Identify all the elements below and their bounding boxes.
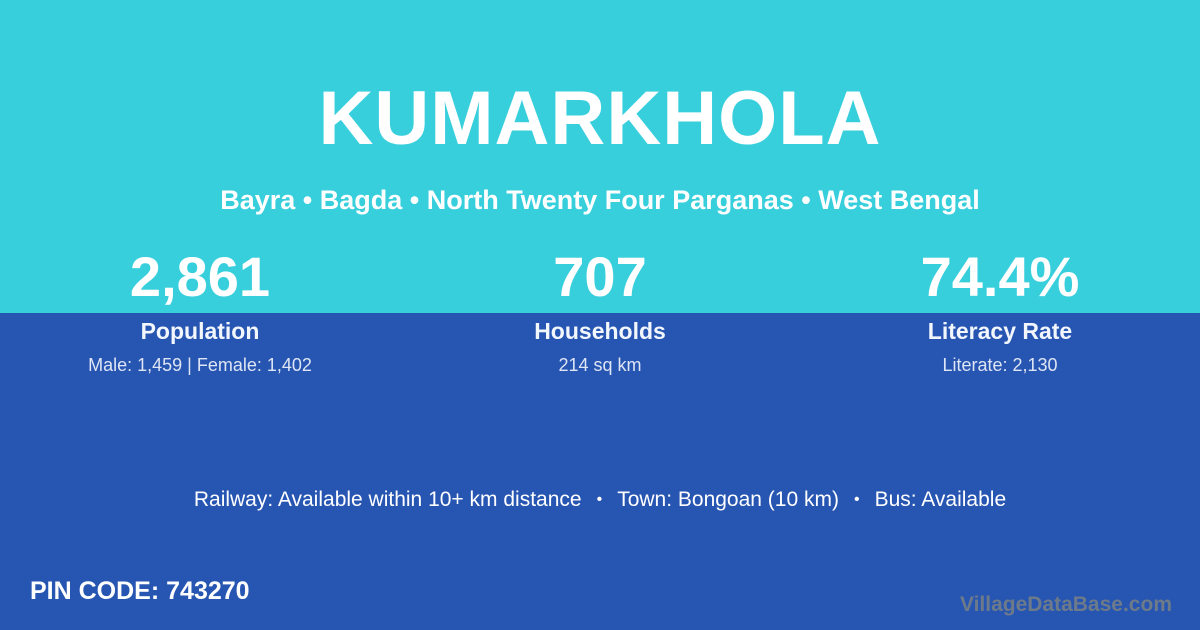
literacy-label: Literacy Rate — [927, 318, 1073, 344]
stat-households: 707 Households 214 sq km — [400, 240, 800, 376]
top-cyan-band — [0, 0, 1200, 313]
households-detail: 214 sq km — [558, 355, 642, 375]
population-label: Population — [140, 318, 260, 344]
bullet-separator: • — [596, 491, 603, 508]
pin-code-label: PIN CODE: — [30, 577, 160, 605]
location-breadcrumb: Bayra • Bagda • North Twenty Four Pargan… — [220, 185, 980, 215]
stats-row: 2,861 Population Male: 1,459 | Female: 1… — [0, 240, 1200, 376]
bus-info: Bus: Available — [874, 488, 1007, 511]
households-value: 707 — [553, 245, 647, 308]
stat-population: 2,861 Population Male: 1,459 | Female: 1… — [0, 240, 400, 376]
railway-info: Railway: Available within 10+ km distanc… — [193, 488, 582, 511]
literacy-detail: Literate: 2,130 — [942, 355, 1058, 375]
population-value: 2,861 — [129, 245, 271, 308]
pin-code: PIN CODE: 743270 — [30, 576, 250, 606]
bullet-separator: • — [853, 491, 860, 508]
watermark: VillageDataBase.com — [959, 593, 1172, 616]
pin-code-value: 743270 — [166, 577, 250, 605]
households-label: Households — [534, 318, 666, 344]
town-info: Town: Bongoan (10 km) — [617, 488, 839, 511]
literacy-value: 74.4% — [920, 245, 1080, 308]
stat-literacy: 74.4% Literacy Rate Literate: 2,130 — [800, 240, 1200, 376]
village-title: KUMARKHOLA — [318, 76, 882, 161]
population-detail: Male: 1,459 | Female: 1,402 — [88, 355, 312, 375]
amenities-line: Railway: Available within 10+ km distanc… — [0, 487, 1200, 513]
